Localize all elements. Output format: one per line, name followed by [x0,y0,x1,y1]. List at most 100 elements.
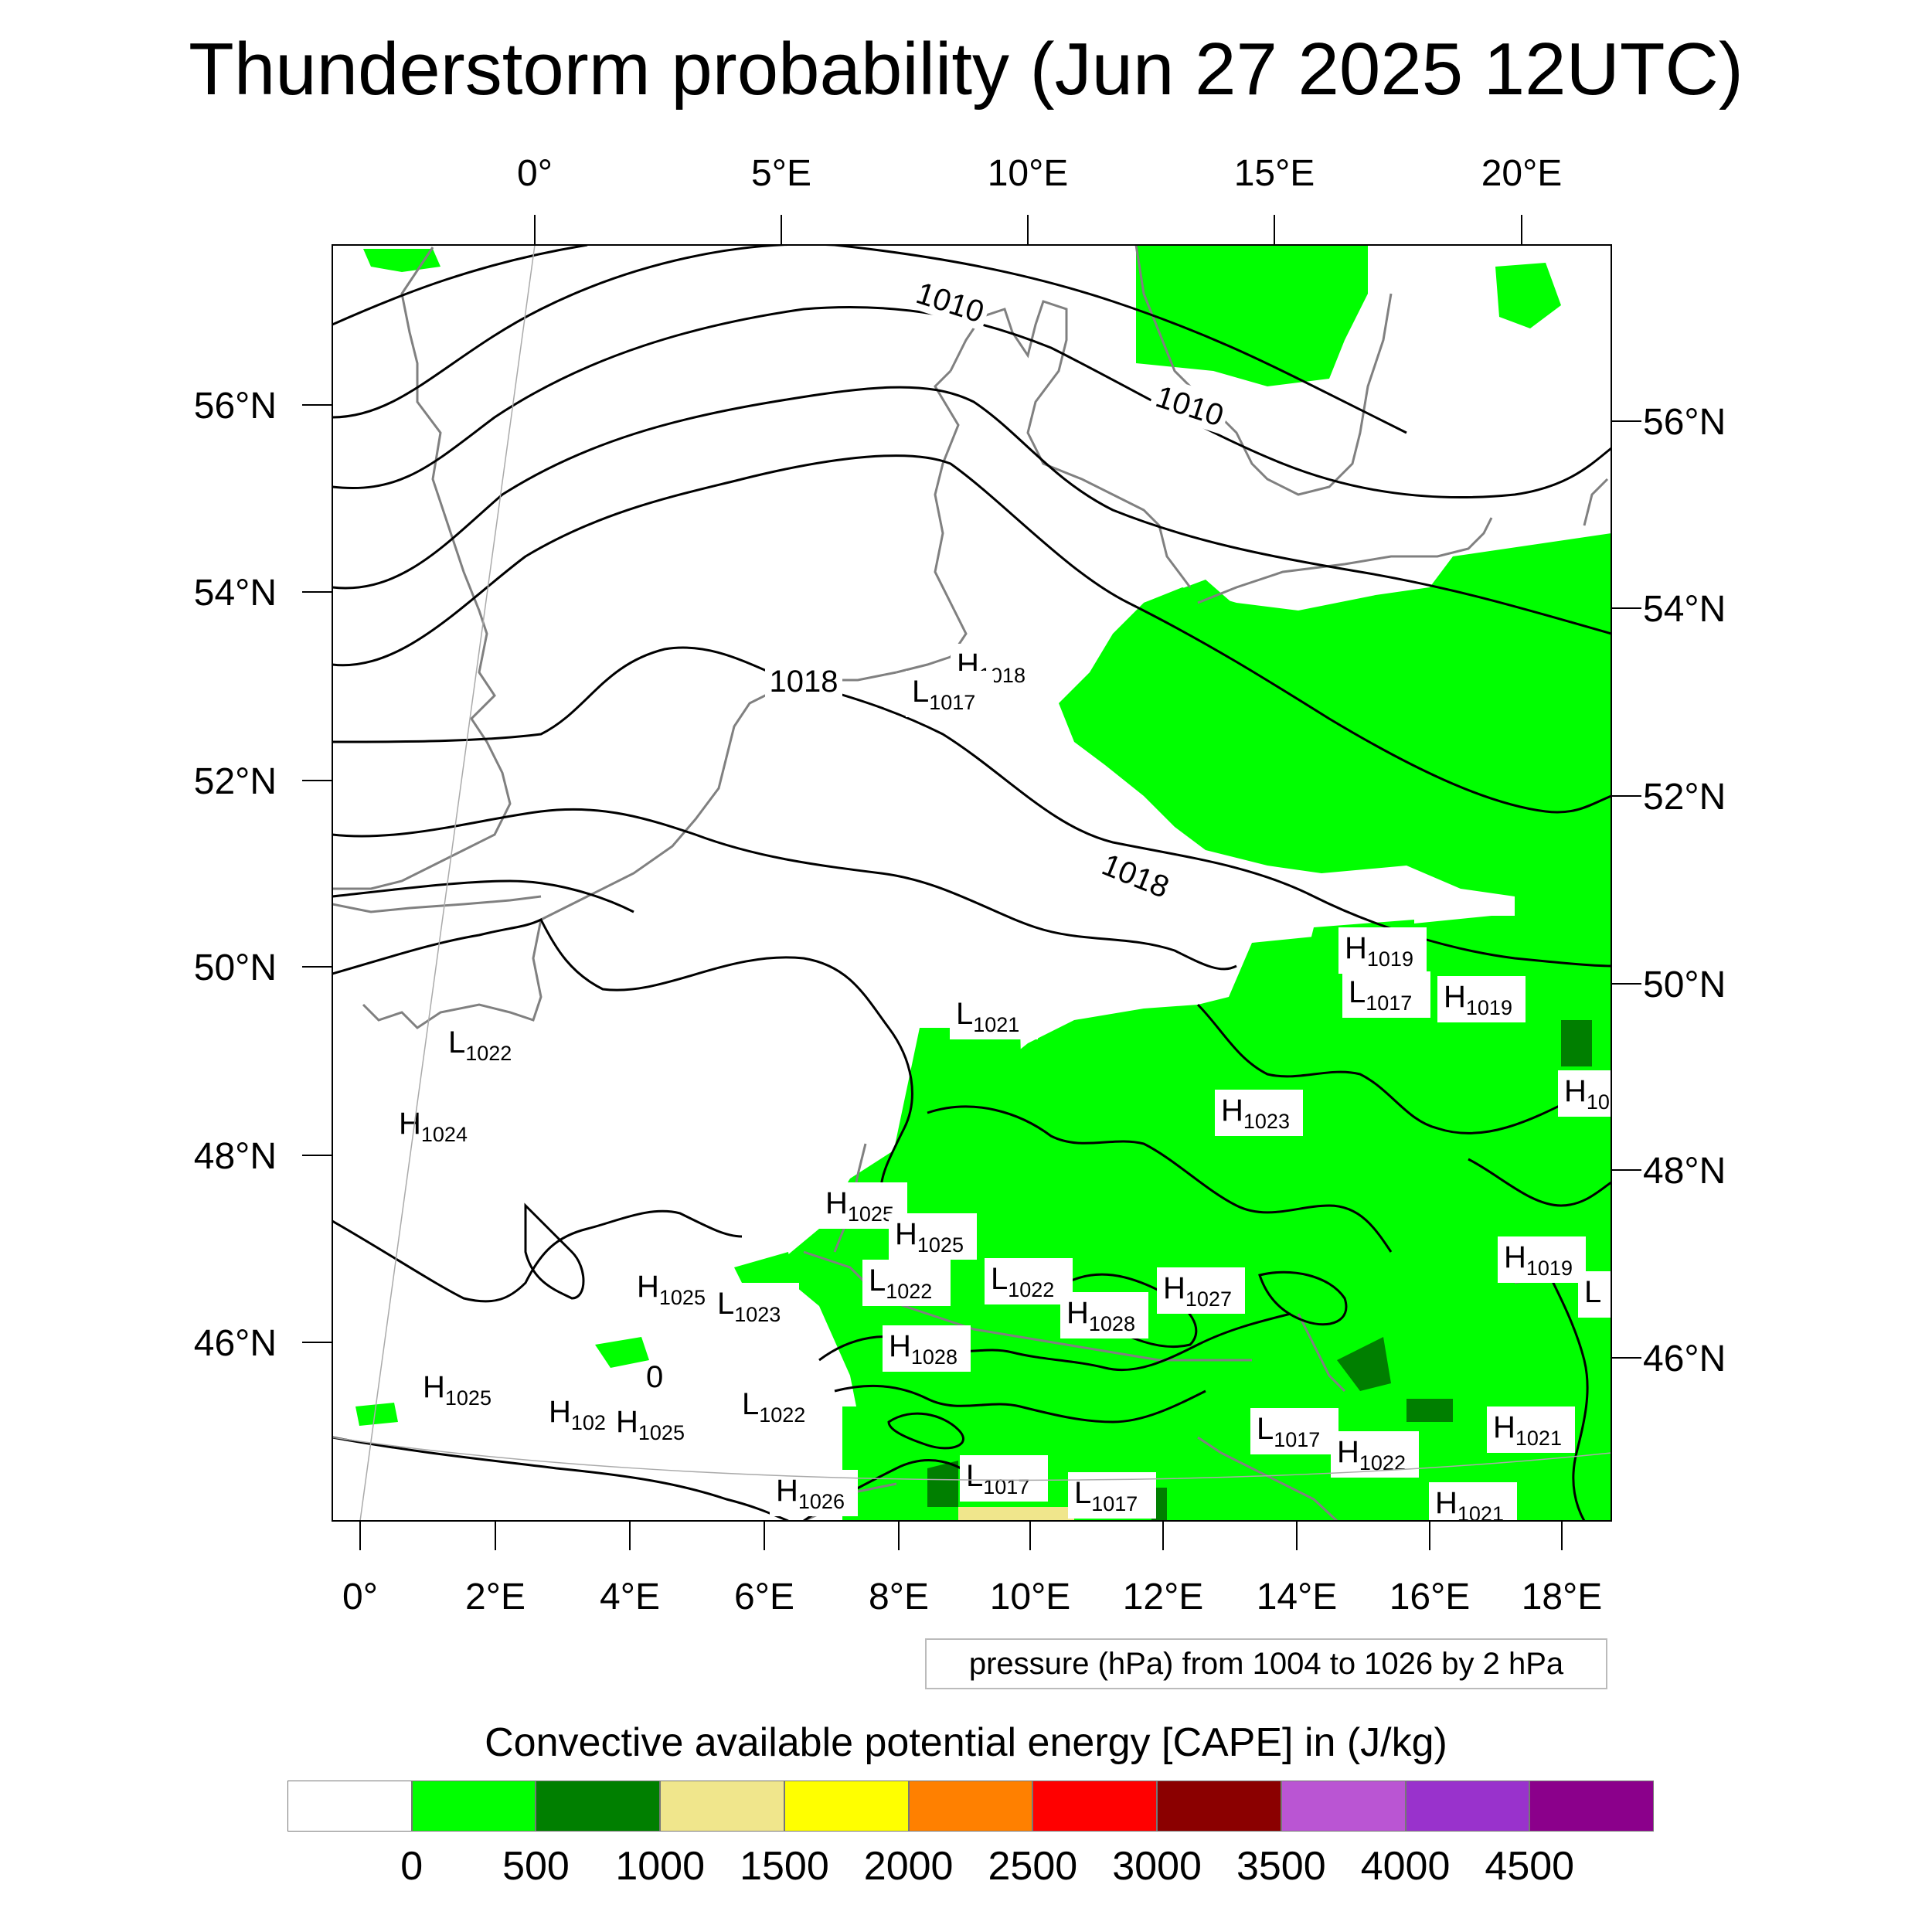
colorbar-label: 2000 [863,1844,954,1889]
pressure-center-high: H1025 [610,1401,698,1447]
top-lon-label: 10°E [988,153,1069,194]
coast-sweden-south [1134,245,1393,496]
cape-area-central-europe [773,533,1611,1521]
cape-area-khaki [958,1507,1074,1521]
isobar-alps-2 [834,1384,1206,1423]
pressure-center-low: L1017 [906,671,994,717]
bottom-lon-label: 16°E [1389,1577,1471,1617]
coast-britain-east [332,247,512,890]
meridian-0 [359,245,536,1521]
pressure-info-box: pressure (hPa) from 1004 to 1026 by 2 hP… [925,1638,1607,1689]
axes: 0° 5°E 10°E 15°E 20°E 0° 2°E 4°E 6°E 8°E 10°E 12°E 1… [194,153,1726,1617]
coast-france-north [362,919,543,1029]
bottom-lon-label: 2°E [465,1577,526,1617]
isobar-11 [524,1202,585,1300]
isobar-14 [1468,1158,1611,1207]
colorbar-label: 1500 [740,1844,829,1889]
coast-gulf-riga [1583,478,1609,526]
bottom-lon-label: 14°E [1257,1577,1338,1617]
colorbar-label: 2500 [988,1844,1078,1889]
plot-frame [332,244,1612,1522]
right-lat-label: 46°N [1643,1338,1726,1379]
bottom-lon-label: 12°E [1123,1577,1204,1617]
isobar-7 [332,808,1237,971]
pressure-center-low: L1022 [736,1383,824,1430]
colorbar-swatch [411,1781,536,1832]
isobar-17 [332,1436,789,1521]
cape-area-northeast-small [1495,263,1561,328]
bottom-lon-label: 6°E [734,1577,794,1617]
pressure-center-low: L1017 [1342,971,1430,1018]
pressure-center-low: L1021 [950,993,1038,1039]
cape-area-high-cape-4 [927,1461,958,1507]
pressure-center-low: L1017 [960,1455,1048,1502]
pressure-center-high: H1019 [1437,976,1526,1022]
pressure-center-high: H1028 [883,1325,971,1372]
pressure-center-high: H10 [1558,1070,1620,1117]
pressure-center-high: H1027 [1157,1267,1245,1314]
bottom-lon-label: 18°E [1522,1577,1603,1617]
pressure-center-high: H1023 [1215,1090,1303,1136]
top-lon-label: 15°E [1234,153,1315,194]
map-title: Thunderstorm probability (Jun 27 2025 12… [189,28,1743,111]
colorbar-label: 4000 [1360,1844,1451,1889]
isobar-4 [332,386,1611,635]
colorbar-label: 1000 [615,1844,706,1889]
left-lat-label: 56°N [194,386,277,427]
border-austria-hungary [1297,1313,1346,1393]
cape-area-austria [827,1028,1028,1329]
left-lat-label: 54°N [194,573,277,614]
right-lat-label: 50°N [1643,964,1726,1005]
pressure-center-low: L1022 [442,1022,530,1068]
coast-denmark [949,300,1192,588]
svg-text:H1019: H1019 [1444,980,1512,1019]
colorbar-label: 0 [400,1844,423,1889]
isobar-3 [332,305,1611,499]
pressure-center-high: H1019 [1498,1236,1586,1283]
left-lat-label: 48°N [194,1136,277,1177]
pressure-center-high: H1026 [770,1470,858,1516]
pressure-center-high: H102 [543,1391,617,1437]
isobar-10 [332,1209,743,1303]
pressure-center-high: H1028 [1060,1292,1148,1338]
pressure-center-high: H1021 [1487,1406,1575,1453]
left-lat-label: 52°N [194,761,277,802]
isobar-alps-5 [1258,1270,1348,1326]
colorbar-label: 4500 [1485,1844,1575,1889]
top-lon-label: 0° [517,153,553,194]
cape-area-high-cape-3 [1561,1020,1592,1066]
pressure-center-high: H1024 [393,1103,481,1149]
pressure-center-high: H1025 [631,1266,719,1312]
right-lat-label: 54°N [1643,589,1726,630]
colorbar-labels: 0 500 1000 1500 2000 2500 3000 3500 4000 4500 [0,1841,1932,1895]
colorbar-swatch [784,1781,909,1832]
contour-label: 1018 [770,665,838,699]
svg-text:H1021: H1021 [1493,1410,1562,1450]
cape-area-northeast [1136,245,1368,386]
isobar-5 [332,454,1611,814]
colorbar-swatch [1157,1781,1281,1832]
colorbar-swatch [1529,1781,1655,1832]
right-lat-label: 56°N [1643,402,1726,443]
bottom-lon-label: 0° [342,1577,378,1617]
pressure-center-high: H1025 [889,1213,977,1260]
cape-area-high-cape-1 [1337,1337,1391,1391]
isobar-12 [927,1105,1393,1253]
right-lat-label: 48°N [1643,1151,1726,1192]
colorbar [287,1781,1655,1832]
graticule [332,245,1611,1521]
bottom-lon-label: 8°E [869,1577,929,1617]
top-lon-label: 5°E [751,153,811,194]
isobar-9 [332,917,913,1191]
coast-germany-north [896,369,968,674]
top-lon-label: 20°E [1481,153,1563,194]
coast-britain-south [332,895,542,913]
bottom-lon-label: 10°E [990,1577,1071,1617]
parallel-45 [332,1437,1611,1481]
colorbar-label: 500 [502,1844,570,1889]
colorbar-label: 3000 [1112,1844,1202,1889]
pressure-center-high: H1025 [417,1366,505,1413]
colorbar-swatch [908,1781,1033,1832]
